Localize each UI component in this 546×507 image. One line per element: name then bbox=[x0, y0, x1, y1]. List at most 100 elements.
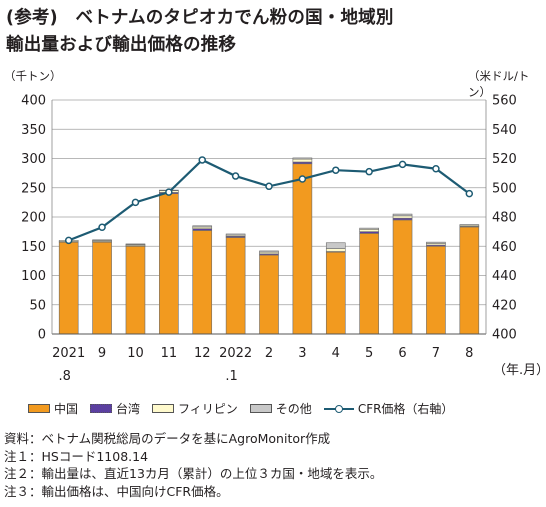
cfr-price-point bbox=[265, 182, 273, 191]
notes: 資料：ベトナム関税総局のデータを基にAgroMonitor作成 注１：HSコード… bbox=[4, 430, 382, 500]
bar-china bbox=[92, 241, 112, 335]
left-tick-label: 350 bbox=[21, 123, 46, 138]
right-tick-label: 420 bbox=[492, 298, 517, 313]
bar-philippines bbox=[292, 158, 313, 163]
bar-other bbox=[426, 241, 446, 244]
x-tick-label: 2 bbox=[265, 346, 273, 361]
x-tick-label: 12 bbox=[194, 346, 211, 361]
right-tick-label: 480 bbox=[492, 211, 517, 226]
chart-canvas: 0 50 100 150 200 250 300 350 400 400 420 440 460 480 5… bbox=[21, 94, 546, 385]
cfr-price-point bbox=[398, 160, 407, 169]
bar-other bbox=[459, 224, 480, 226]
bar-other bbox=[292, 157, 313, 160]
right-tick-label: 460 bbox=[492, 240, 517, 255]
left-tick-label: 0 bbox=[38, 328, 46, 343]
legend-swatch-other bbox=[249, 404, 272, 413]
legend-label-taiwan: 台湾 bbox=[116, 402, 141, 416]
right-tick-label: 500 bbox=[492, 181, 517, 196]
bar-china bbox=[159, 193, 179, 335]
cfr-price-point bbox=[365, 167, 373, 176]
left-tick-label: 100 bbox=[21, 269, 46, 284]
bar-china bbox=[325, 251, 346, 335]
right-tick-label: 440 bbox=[492, 269, 517, 284]
legend-swatch-china bbox=[28, 404, 50, 413]
bar-china bbox=[259, 254, 279, 335]
bar-other bbox=[125, 243, 146, 245]
bar-other bbox=[225, 233, 246, 236]
left-tick-label: 200 bbox=[21, 211, 46, 226]
left-tick-label: 250 bbox=[21, 181, 46, 196]
x-tick-label: 7 bbox=[432, 346, 440, 361]
legend-label-cfr: CFR価格（右軸） bbox=[357, 402, 454, 416]
x-tick-label: 9 bbox=[98, 346, 106, 361]
legend-item-taiwan: 台湾 bbox=[90, 400, 140, 417]
bar-other bbox=[325, 242, 346, 249]
right-axis-unit: （米ドル/トン） bbox=[468, 69, 530, 99]
legend-label-china: 中国 bbox=[54, 402, 79, 416]
bar-china bbox=[292, 163, 313, 335]
left-axis-unit: （千トン） bbox=[4, 69, 62, 83]
x-tick-label: 6 bbox=[398, 346, 406, 361]
left-tick-label: 400 bbox=[21, 94, 46, 109]
cfr-price-point bbox=[165, 188, 173, 196]
cfr-price-point bbox=[298, 175, 307, 183]
note-source: 資料：ベトナム関税総局のデータを基にAgroMonitor作成 bbox=[4, 431, 331, 446]
cfr-price-point bbox=[98, 223, 106, 231]
legend-item-china: 中国 bbox=[28, 400, 78, 417]
legend-item-cfr: CFR価格（右軸） bbox=[323, 400, 454, 417]
legend-swatch-philippines bbox=[152, 404, 175, 413]
legend-item-other: その他 bbox=[249, 400, 312, 417]
note-3: 注３：輸出価格は、中国向けCFR価格。 bbox=[4, 483, 229, 499]
legend-label-other: その他 bbox=[275, 402, 312, 416]
bar-china bbox=[459, 226, 480, 335]
note-2: 注２：輸出量は、直近13カ月（累計）の上位３カ国・地域を表示。 bbox=[4, 466, 383, 481]
x-tick-label: 2022 bbox=[219, 346, 252, 361]
right-tick-label: 540 bbox=[492, 123, 517, 138]
cfr-price-point bbox=[131, 198, 140, 207]
bar-other bbox=[92, 239, 112, 241]
cfr-price-point bbox=[465, 189, 474, 198]
bar-china bbox=[125, 245, 146, 335]
legend-label-philippines: フィリピン bbox=[178, 402, 238, 416]
legend-swatch-cfr bbox=[323, 404, 354, 414]
chart-title-line1: (参考) ベトナムのタピオカでん粉の国・地域別 bbox=[6, 8, 394, 28]
right-tick-label: 560 bbox=[492, 94, 517, 109]
right-tick-label: 520 bbox=[492, 152, 517, 167]
left-tick-label: 50 bbox=[29, 298, 46, 313]
cfr-price-point bbox=[332, 166, 340, 174]
x-tick-label: 5 bbox=[365, 346, 373, 361]
cfr-price-point bbox=[64, 236, 73, 245]
x-tick-sublabel: .8 bbox=[58, 369, 70, 384]
bar-china bbox=[392, 219, 413, 335]
cfr-price-point bbox=[231, 172, 240, 180]
bar-philippines bbox=[325, 248, 346, 252]
legend: 中国 台湾 フィリピン その他 CFR価格（右軸） bbox=[28, 400, 465, 417]
legend-item-philippines: フィリピン bbox=[152, 400, 238, 417]
x-tick-label: 11 bbox=[161, 346, 178, 361]
cfr-price-point bbox=[198, 156, 206, 164]
bar-china bbox=[58, 241, 79, 335]
x-tick-label: 3 bbox=[298, 346, 306, 361]
bar-philippines bbox=[359, 228, 379, 232]
x-tick-label: 2021 bbox=[52, 346, 85, 361]
bar-china bbox=[192, 230, 213, 335]
bar-other bbox=[192, 225, 213, 228]
left-tick-label: 150 bbox=[21, 240, 46, 255]
bar-other bbox=[259, 250, 279, 253]
x-tick-sublabel: .1 bbox=[225, 369, 237, 384]
note-1: 注１：HSコード1108.14 bbox=[4, 448, 149, 464]
bar-other bbox=[392, 213, 413, 217]
x-axis-unit: （年.月） bbox=[493, 363, 546, 378]
x-tick-label: 10 bbox=[127, 346, 144, 361]
bar-china bbox=[359, 233, 379, 335]
right-tick-label: 400 bbox=[492, 328, 517, 343]
bar-other bbox=[359, 227, 379, 230]
chart-title-line2: 輸出量および輸出価格の推移 bbox=[6, 35, 237, 55]
bar-philippines bbox=[392, 215, 413, 219]
x-tick-label: 4 bbox=[332, 346, 340, 361]
bar-china bbox=[225, 237, 246, 335]
legend-swatch-taiwan bbox=[90, 404, 113, 413]
cfr-price-point bbox=[432, 164, 440, 173]
bar-china bbox=[426, 245, 446, 335]
x-tick-label: 8 bbox=[465, 346, 473, 361]
